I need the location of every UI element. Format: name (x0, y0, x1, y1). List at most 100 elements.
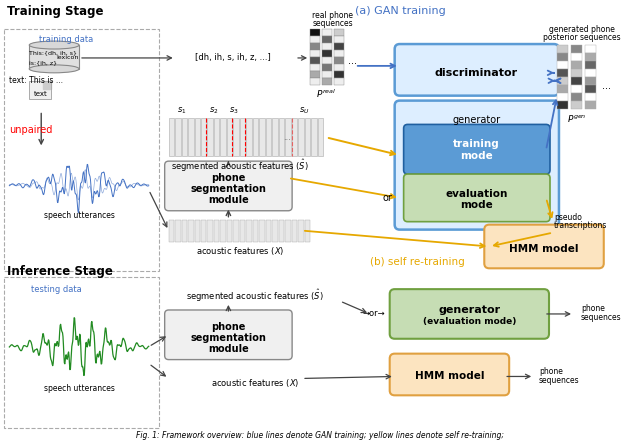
Bar (334, 29, 344, 36)
Bar (557, 93, 568, 101)
FancyBboxPatch shape (404, 124, 550, 174)
Text: →or→: →or→ (362, 310, 385, 319)
Text: lexicon: lexicon (57, 55, 79, 60)
Text: $P^{gen}$: $P^{gen}$ (567, 113, 587, 124)
Bar (585, 53, 596, 61)
Bar (305, 118, 310, 156)
Bar (298, 220, 303, 241)
Bar (571, 93, 582, 101)
Text: segmentation: segmentation (191, 333, 266, 343)
Bar (571, 69, 582, 77)
Bar (272, 220, 278, 241)
Bar (557, 85, 568, 93)
Bar (334, 57, 344, 64)
Text: generated phone: generated phone (549, 25, 615, 34)
Bar (246, 118, 252, 156)
Text: phone: phone (539, 367, 563, 376)
Bar (322, 64, 332, 71)
Bar (585, 101, 596, 109)
Text: pseudo: pseudo (554, 213, 582, 222)
Text: text: text (33, 91, 47, 97)
Bar (557, 61, 568, 69)
Text: ...: ... (348, 56, 357, 66)
Text: (b) self re-training: (b) self re-training (370, 257, 465, 268)
Bar (278, 220, 284, 241)
Bar (310, 50, 320, 57)
Bar (585, 93, 596, 101)
Bar (4, 29, 159, 271)
FancyBboxPatch shape (484, 225, 604, 268)
Text: Training Stage: Training Stage (8, 5, 104, 18)
Bar (557, 53, 568, 61)
FancyBboxPatch shape (164, 161, 292, 211)
FancyBboxPatch shape (404, 174, 550, 222)
Text: speech utterances: speech utterances (44, 211, 115, 220)
Bar (253, 118, 259, 156)
FancyBboxPatch shape (395, 101, 559, 229)
Text: training data: training data (39, 35, 93, 43)
Bar (201, 220, 207, 241)
Bar (322, 78, 332, 85)
Bar (285, 220, 291, 241)
Bar (585, 45, 596, 53)
Text: testing data: testing data (31, 285, 82, 294)
Bar (571, 101, 582, 109)
Bar (240, 118, 245, 156)
Text: generator: generator (452, 116, 500, 125)
Bar (220, 220, 226, 241)
Bar (259, 220, 265, 241)
Bar (305, 220, 310, 241)
Bar (201, 118, 207, 156)
Text: transcriptions: transcriptions (554, 221, 607, 230)
Text: $s_3$: $s_3$ (228, 105, 238, 116)
Bar (246, 220, 252, 241)
Bar (310, 43, 320, 50)
Bar (278, 118, 284, 156)
Text: module: module (208, 344, 249, 354)
Text: training: training (453, 139, 500, 149)
Bar (234, 220, 239, 241)
Text: $s_2$: $s_2$ (209, 105, 219, 116)
Bar (169, 118, 174, 156)
Text: HMM model: HMM model (509, 245, 579, 254)
Text: acoustic features ($X$): acoustic features ($X$) (211, 377, 300, 389)
Bar (334, 36, 344, 43)
Bar (227, 220, 232, 241)
Bar (259, 118, 265, 156)
Bar (207, 118, 213, 156)
Text: evaluation: evaluation (445, 189, 508, 199)
Text: phone: phone (211, 173, 246, 183)
Bar (311, 118, 317, 156)
Bar (292, 220, 297, 241)
Text: (evaluation mode): (evaluation mode) (422, 317, 516, 326)
Bar (334, 50, 344, 57)
Bar (169, 220, 174, 241)
Bar (298, 118, 303, 156)
Bar (214, 118, 220, 156)
Text: sequences: sequences (312, 19, 353, 28)
Bar (571, 45, 582, 53)
Bar (253, 220, 259, 241)
Bar (266, 118, 271, 156)
Bar (334, 71, 344, 78)
Text: acoustic features ($X$): acoustic features ($X$) (196, 245, 285, 257)
Text: sequences: sequences (581, 313, 621, 323)
Bar (585, 69, 596, 77)
Ellipse shape (29, 41, 79, 49)
Bar (234, 118, 239, 156)
Bar (182, 118, 187, 156)
Bar (571, 53, 582, 61)
Ellipse shape (29, 65, 79, 73)
Text: generator: generator (438, 305, 500, 315)
Text: [dh, ih, s, ih, z, ...]: [dh, ih, s, ih, z, ...] (195, 54, 270, 62)
Bar (571, 77, 582, 85)
Text: segmented acoustic features ($\hat{S}$): segmented acoustic features ($\hat{S}$) (172, 158, 309, 175)
Text: HMM model: HMM model (415, 372, 484, 381)
Bar (585, 77, 596, 85)
Bar (195, 220, 200, 241)
Text: mode: mode (460, 151, 493, 161)
Text: sequences: sequences (539, 376, 580, 385)
Bar (310, 29, 320, 36)
Bar (310, 57, 320, 64)
Text: mode: mode (460, 200, 493, 210)
